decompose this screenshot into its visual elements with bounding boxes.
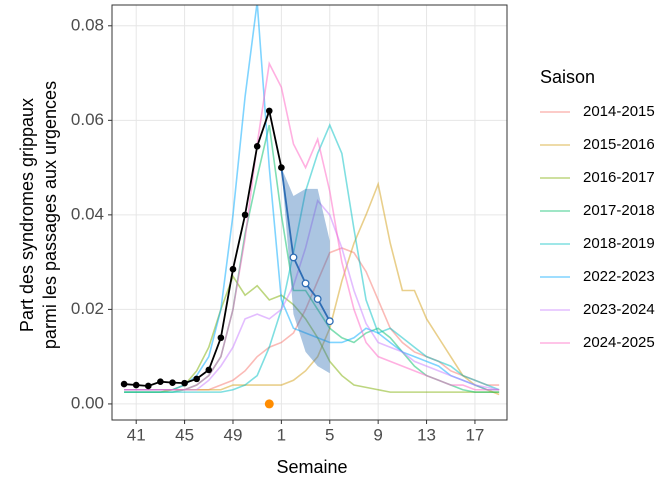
- legend-label: 2016-2017: [583, 169, 655, 186]
- season-line: [124, 123, 500, 393]
- legend-label: 2024-2025: [583, 334, 655, 351]
- current-point: [132, 381, 140, 389]
- x-axis-title: Semaine: [276, 457, 347, 477]
- legend-label: 2022-2023: [583, 268, 655, 285]
- current-point: [265, 107, 273, 115]
- current-point: [144, 382, 152, 390]
- legend-label: 2017-2018: [583, 202, 655, 219]
- marker-point: [264, 399, 274, 409]
- legend-label: 2015-2016: [583, 136, 655, 153]
- y-axis-title: Part des syndromes grippaux: [17, 98, 37, 332]
- legend: 2014-2015 2015-2016 2016-2017 2017-2018 2018…: [540, 103, 655, 351]
- x-tick-label: 17: [465, 425, 484, 444]
- x-tick-label: 45: [175, 425, 194, 444]
- y-tick-label: 0.08: [71, 15, 104, 34]
- forecast-point: [325, 317, 334, 326]
- season-line: [124, 61, 500, 391]
- current-point: [241, 211, 249, 219]
- legend-label: 2014-2015: [583, 103, 655, 120]
- forecast-ribbon: [281, 167, 330, 374]
- y-tick-label: 0.04: [71, 204, 104, 223]
- current-point: [120, 380, 128, 388]
- current-point: [169, 379, 176, 386]
- x-tick-label: 9: [373, 425, 382, 444]
- y-tick-label: 0.00: [71, 393, 104, 412]
- x-tick-label: 49: [224, 425, 243, 444]
- current-point: [181, 379, 188, 387]
- axes: 0.00 0.02 0.04 0.06 0.08 41 45 49 1 5 9 13 17: [71, 4, 508, 444]
- current-point: [205, 366, 213, 374]
- grid: [112, 5, 507, 420]
- panel-border: [111, 4, 508, 421]
- y-tick-label: 0.02: [71, 299, 104, 318]
- forecast-point: [301, 279, 310, 288]
- y-tick-label: 0.06: [71, 110, 104, 129]
- legend-label: 2023-2024: [583, 301, 655, 318]
- current-point: [217, 334, 225, 342]
- x-tick-label: 5: [325, 425, 334, 444]
- x-tick-label: 13: [417, 425, 436, 444]
- forecast-point: [289, 253, 298, 262]
- current-point: [278, 164, 285, 171]
- plot-area: [120, 5, 500, 409]
- x-tick-label: 1: [277, 425, 286, 444]
- x-tick-label: 41: [127, 425, 146, 444]
- legend-label: 2018-2019: [583, 235, 655, 252]
- forecast-point: [313, 295, 322, 303]
- current-point: [193, 375, 200, 383]
- current-point: [253, 143, 261, 150]
- legend-title: Saison: [540, 67, 595, 87]
- current-point: [229, 265, 237, 273]
- panel: [112, 5, 507, 420]
- y-axis-title: parmi les passages aux urgences: [40, 81, 60, 349]
- current-point: [157, 378, 164, 386]
